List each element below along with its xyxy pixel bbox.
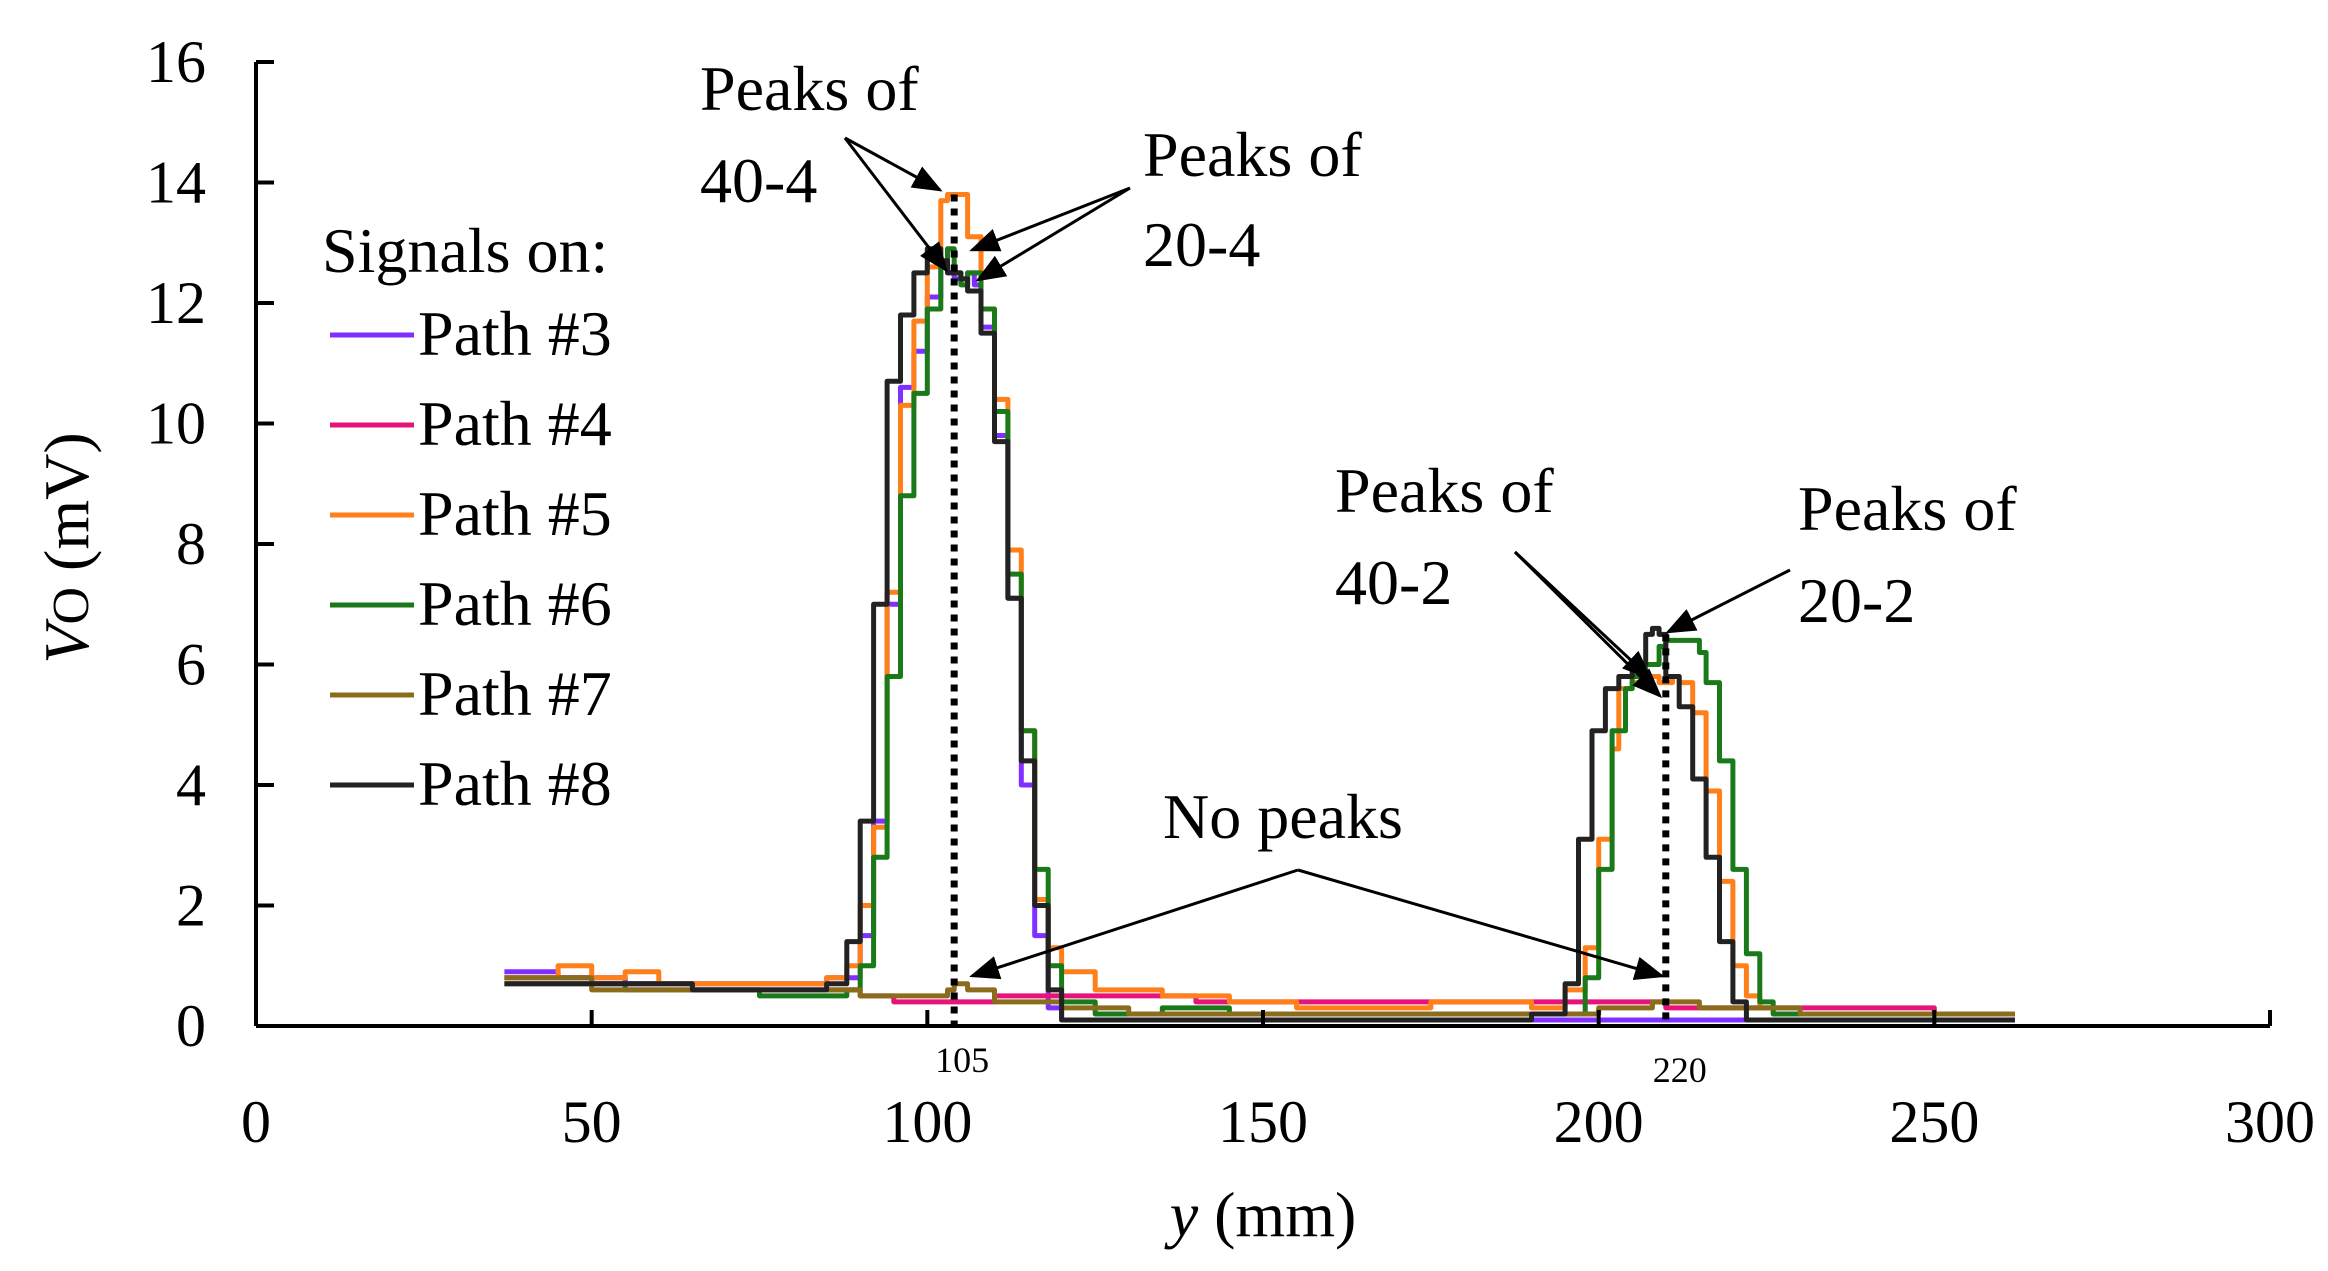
x-tick-label: 150: [1218, 1089, 1308, 1155]
y-tick-label: 14: [146, 150, 206, 216]
series-layer: [504, 192, 2015, 1023]
annotation-peaks-20-2: Peaks of 20-2: [1798, 473, 2017, 636]
arrow-40-4-a: [844, 136, 943, 192]
x-axis-title: y (mm): [1164, 1179, 1357, 1250]
y-tick-label: 2: [176, 873, 206, 939]
annotation-text: 40-2: [1335, 547, 1452, 618]
marker-label-220: 220: [1653, 1050, 1707, 1090]
y-tick-label: 12: [146, 270, 206, 336]
tick-layer: 0 50 100 150 200 250 300 0 2 4 6 8 10 12 14 16: [146, 29, 2315, 1155]
legend-label: Path #7: [418, 658, 612, 729]
annotation-text: Peaks of: [1798, 473, 2017, 544]
series-line-path-7: [504, 975, 2015, 1017]
annotation-no-peaks: No peaks: [1163, 781, 1403, 852]
arrow-20-2: [1665, 568, 1791, 634]
legend-label: Path #5: [418, 478, 612, 549]
arrow-40-4-b: [843, 137, 948, 273]
marker-label-105: 105: [935, 1040, 989, 1080]
y-axis-title: VO (mV): [31, 432, 102, 663]
annotation-text: 20-2: [1798, 565, 1915, 636]
annotation-text: No peaks: [1163, 781, 1403, 852]
arrow-no-peaks-a: [969, 868, 1299, 980]
series-line-path-6: [504, 246, 2015, 1017]
annotation-text: Peaks of: [1143, 119, 1362, 190]
legend-label: Path #6: [418, 568, 612, 639]
y-tick-label: 16: [146, 29, 206, 95]
x-tick-label: 100: [882, 1089, 972, 1155]
arrow-40-2-b: [1513, 550, 1663, 699]
arrow-20-4-b: [975, 186, 1131, 282]
y-tick-label: 0: [176, 993, 206, 1059]
arrow-no-peaks-b: [1297, 868, 1665, 980]
x-tick-label: 200: [1554, 1089, 1644, 1155]
annotation-peaks-40-2: Peaks of 40-2: [1335, 455, 1554, 618]
annotation-text: Peaks of: [1335, 455, 1554, 526]
annotation-peaks-20-4: Peaks of 20-4: [1143, 119, 1362, 280]
series-line-path-5: [504, 192, 2015, 1017]
y-tick-label: 6: [176, 632, 206, 698]
x-tick-label: 250: [1889, 1089, 1979, 1155]
annotation-text: 20-4: [1143, 209, 1260, 280]
y-tick-label: 8: [176, 511, 206, 577]
series-line-path-8: [504, 246, 2015, 1023]
legend-label: Path #8: [418, 748, 612, 819]
annotation-text: 40-4: [700, 145, 817, 216]
legend-label: Path #4: [418, 388, 612, 459]
legend: Signals on: Path #3 Path #4 Path #5 Path #6…: [322, 215, 612, 819]
legend-title: Signals on:: [322, 215, 608, 286]
series-line-path-3: [504, 264, 2015, 1023]
legend-items: Path #3 Path #4 Path #5 Path #6 Path #7 Path …: [330, 298, 612, 819]
legend-label: Path #3: [418, 298, 612, 369]
annotation-text: Peaks of: [700, 53, 919, 124]
annotation-arrows: [843, 136, 1791, 980]
annotation-peaks-40-4: Peaks of 40-4: [700, 53, 919, 216]
x-tick-label: 0: [241, 1089, 271, 1155]
x-tick-label: 300: [2225, 1089, 2315, 1155]
y-tick-label: 4: [176, 752, 206, 818]
y-tick-label: 10: [146, 391, 206, 457]
x-tick-label: 50: [562, 1089, 622, 1155]
arrow-20-4-a: [969, 186, 1131, 252]
